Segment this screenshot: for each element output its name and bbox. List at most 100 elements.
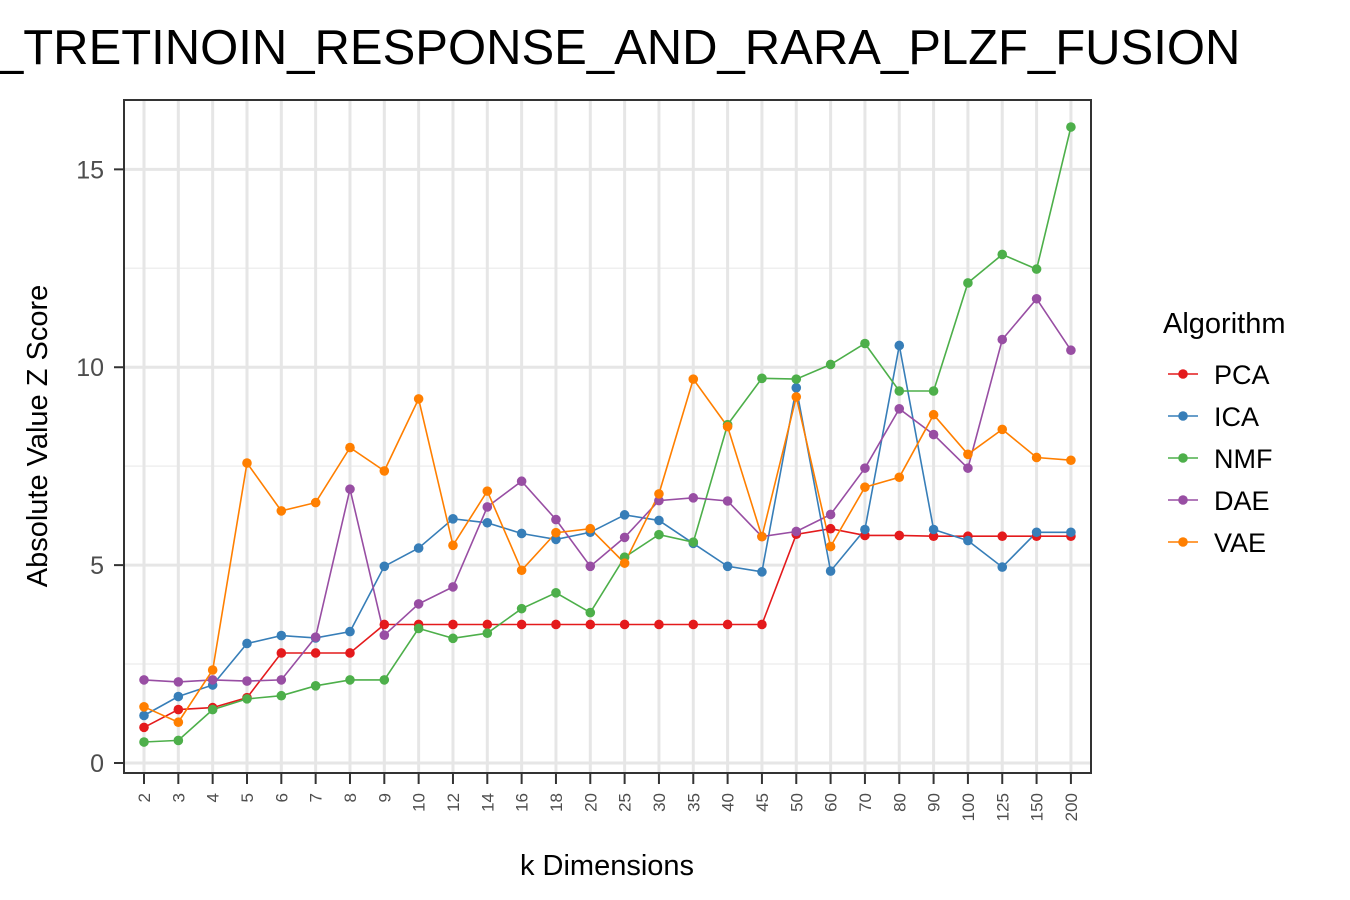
data-point-ica [997, 562, 1008, 572]
data-point-vae [379, 466, 390, 476]
x-tick-label: 35 [684, 793, 703, 812]
x-tick-label: 10 [410, 793, 429, 812]
data-point-nmf [825, 359, 836, 370]
data-point-nmf [860, 338, 870, 349]
data-point-nmf [894, 386, 905, 396]
data-point-ica [722, 561, 733, 572]
data-point-dae [413, 599, 424, 609]
data-point-nmf [1066, 122, 1076, 132]
data-point-vae [310, 497, 321, 508]
x-axis-label: k Dimensions [520, 850, 694, 882]
data-point-nmf [791, 374, 802, 384]
data-point-nmf [688, 537, 699, 547]
data-point-pca [276, 648, 287, 658]
data-point-nmf [207, 704, 218, 715]
data-point-nmf [757, 373, 767, 384]
data-point-ica [242, 638, 252, 649]
data-point-nmf [997, 249, 1008, 260]
data-point-ica [276, 630, 287, 641]
data-point-dae [688, 493, 699, 503]
data-point-pca [551, 619, 561, 630]
x-tick-label: 7 [307, 793, 326, 802]
x-tick-label: 3 [169, 793, 188, 802]
x-tick-label: 14 [478, 793, 497, 812]
data-point-nmf [1031, 264, 1042, 274]
legend-label-dae: DAE [1214, 486, 1270, 516]
data-point-vae [448, 540, 458, 551]
series-line-pca [143, 527, 1071, 729]
x-tick-label: 70 [856, 793, 875, 812]
data-point-pca [928, 531, 939, 542]
x-tick-label: 9 [375, 793, 394, 802]
y-tick-label: 15 [76, 156, 104, 184]
data-point-vae [345, 442, 355, 453]
data-point-vae [207, 665, 218, 675]
legend-marker-nmf [1178, 453, 1188, 463]
data-point-ica [1066, 527, 1076, 538]
data-point-pca [722, 619, 733, 630]
data-point-dae [1066, 345, 1076, 356]
data-point-dae [345, 484, 355, 494]
data-point-ica [654, 515, 664, 526]
data-point-vae [688, 374, 699, 384]
data-point-dae [619, 532, 630, 543]
data-point-pca [448, 619, 458, 630]
x-tick-label: 16 [513, 793, 532, 812]
data-point-nmf [413, 623, 424, 634]
legend-marker-pca [1178, 369, 1188, 379]
data-point-vae [894, 472, 905, 483]
y-tick-label: 5 [90, 552, 104, 580]
data-point-vae [585, 523, 596, 534]
data-point-ica [139, 710, 149, 721]
x-tick-label: 30 [650, 793, 669, 812]
data-point-nmf [173, 735, 184, 746]
data-point-dae [722, 496, 733, 506]
series-lines [143, 126, 1072, 743]
data-point-dae [551, 514, 561, 525]
data-point-dae [860, 463, 870, 473]
legend-marker-ica [1178, 411, 1188, 421]
chart-title: _TRETINOIN_RESPONSE_AND_RARA_PLZF_FUSION [0, 21, 1240, 75]
legend-label-pca: PCA [1214, 360, 1270, 390]
data-point-nmf [482, 628, 493, 638]
x-tick-label: 200 [1062, 793, 1081, 821]
data-point-vae [619, 558, 630, 568]
grid [125, 101, 1090, 772]
data-point-vae [757, 531, 767, 542]
data-point-pca [757, 619, 767, 630]
data-point-ica [516, 528, 527, 539]
series-points [139, 122, 1076, 747]
data-point-ica [825, 566, 836, 576]
data-point-nmf [585, 607, 596, 618]
data-point-pca [173, 704, 184, 715]
data-point-ica [482, 517, 493, 528]
data-point-ica [448, 514, 458, 524]
series-line-ica [143, 345, 1071, 717]
data-point-ica [379, 561, 390, 572]
data-point-vae [276, 506, 287, 516]
data-point-dae [482, 502, 493, 512]
data-point-pca [894, 530, 905, 541]
data-point-pca [482, 619, 493, 630]
series-line-dae [143, 297, 1072, 683]
data-point-vae [413, 394, 424, 404]
x-tick-label: 2 [135, 793, 154, 802]
data-point-vae [242, 458, 252, 468]
x-axis: 2 3 4 5 6 7 8 9 10 12 14 16 18 20 25 30 35 40 45 50 60 70 80 90… [135, 774, 1081, 821]
data-point-dae [448, 582, 458, 592]
data-point-nmf [551, 588, 561, 598]
data-point-dae [173, 677, 184, 687]
data-point-ica [619, 510, 630, 520]
data-point-vae [928, 409, 939, 420]
legend-label-ica: ICA [1214, 402, 1259, 432]
x-tick-label: 50 [787, 793, 806, 812]
data-point-ica [963, 535, 973, 546]
data-point-ica [860, 524, 870, 535]
data-point-dae [207, 675, 218, 685]
data-point-vae [791, 392, 802, 402]
x-tick-label: 90 [925, 793, 944, 812]
data-point-vae [482, 486, 493, 496]
y-axis: 0 5 10 15 [76, 156, 124, 778]
legend-title: Algorithm [1163, 308, 1286, 340]
